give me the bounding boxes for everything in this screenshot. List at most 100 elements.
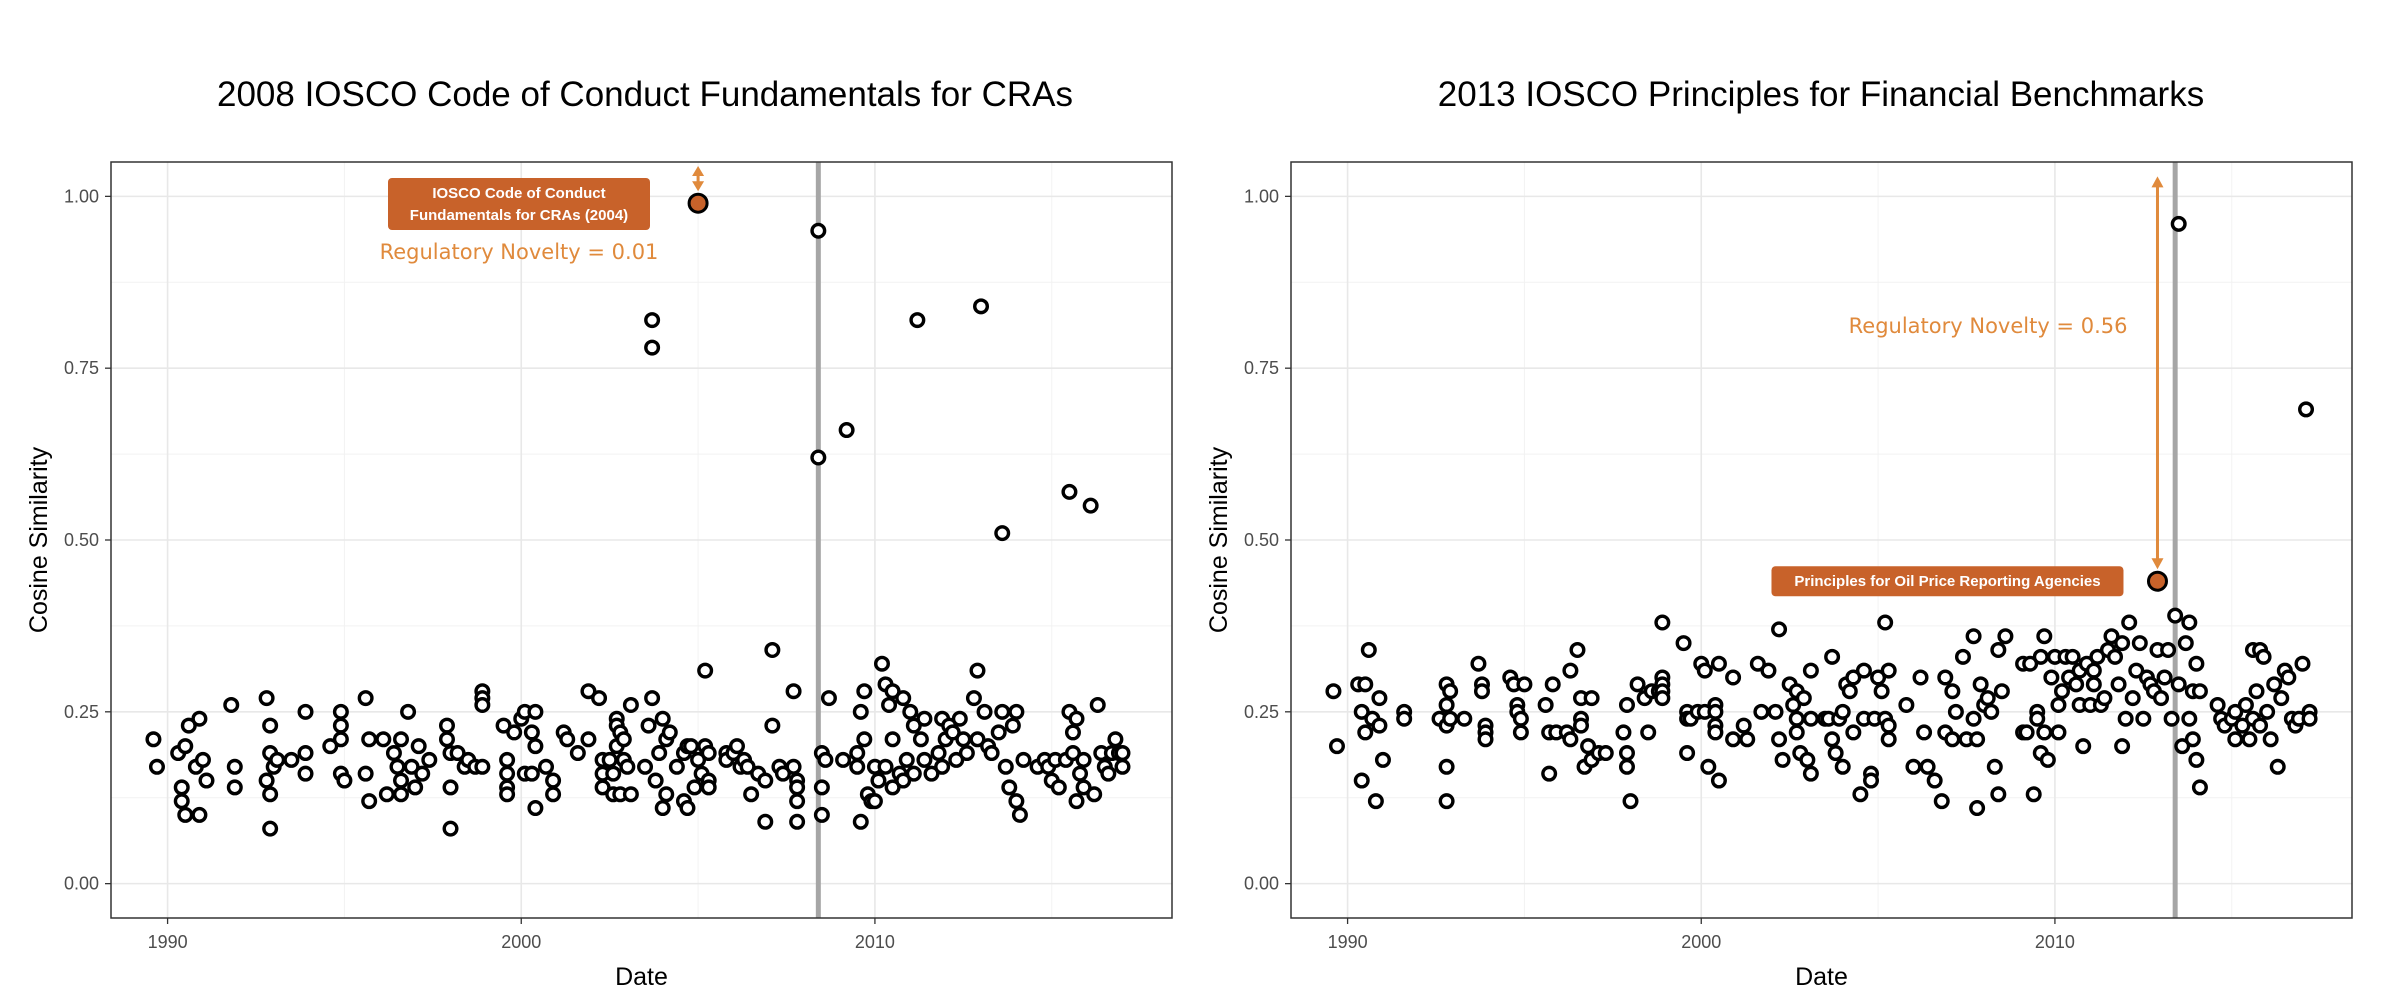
data-point (1749, 655, 1766, 672)
data-point (884, 683, 901, 700)
y-tick-label: 0.25 (1244, 702, 1279, 722)
data-point (393, 786, 410, 803)
data-point (902, 703, 919, 720)
data-point (2181, 614, 2198, 631)
data-point (223, 696, 240, 713)
data-point (647, 772, 664, 789)
data-point (1827, 745, 1844, 762)
data-point (2032, 648, 2049, 665)
data-point (654, 710, 671, 727)
data-point (2174, 738, 2191, 755)
data-point (2252, 717, 2269, 734)
data-point (1516, 676, 1533, 693)
data-point (1360, 641, 1377, 658)
data-point (849, 745, 866, 762)
data-point (884, 779, 901, 796)
data-point (810, 222, 827, 239)
data-point (1328, 738, 1345, 755)
x-axis-label: Date (1795, 963, 1848, 991)
data-point (297, 765, 314, 782)
data-point (789, 779, 806, 796)
data-point (1880, 731, 1897, 748)
data-point (1442, 710, 1459, 727)
data-point (622, 696, 639, 713)
data-point (870, 772, 887, 789)
data-point (2241, 731, 2258, 748)
data-point (1082, 497, 1099, 514)
data-point (969, 662, 986, 679)
data-point (1774, 751, 1791, 768)
data-point (1640, 724, 1657, 741)
data-point (442, 779, 459, 796)
data-point (1898, 696, 1915, 713)
y-tick-label: 0.50 (64, 530, 99, 550)
data-point (2103, 628, 2120, 645)
data-point (2053, 683, 2070, 700)
data-point (1937, 669, 1954, 686)
data-point (442, 820, 459, 837)
data-point (1725, 669, 1742, 686)
data-point (180, 717, 197, 734)
data-point (909, 312, 926, 329)
data-point (1075, 779, 1092, 796)
data-point (1979, 690, 1996, 707)
data-point (322, 738, 339, 755)
data-point (1477, 731, 1494, 748)
data-point (527, 738, 544, 755)
data-point (269, 751, 286, 768)
x-tick-label: 1990 (148, 932, 188, 952)
data-point (820, 690, 837, 707)
data-point (1001, 779, 1018, 796)
data-point (2163, 710, 2180, 727)
data-point (895, 690, 912, 707)
data-point (410, 738, 427, 755)
data-point (559, 731, 576, 748)
data-point (923, 765, 940, 782)
data-point (1947, 703, 1964, 720)
data-point (357, 690, 374, 707)
data-point (1965, 710, 1982, 727)
data-point (849, 758, 866, 775)
data-point (2075, 738, 2092, 755)
data-point (757, 813, 774, 830)
highlight-label-box (388, 178, 650, 230)
data-point (1916, 724, 1933, 741)
data-point (785, 683, 802, 700)
data-point (393, 731, 410, 748)
data-point (1753, 703, 1770, 720)
data-point (258, 772, 275, 789)
y-tick-label: 1.00 (64, 186, 99, 206)
novelty-text: Regulatory Novelty = 0.01 (380, 240, 659, 264)
data-point (2121, 614, 2138, 631)
data-point (668, 758, 685, 775)
data-point (601, 751, 618, 768)
data-point (1618, 745, 1635, 762)
data-point (297, 703, 314, 720)
data-point (916, 751, 933, 768)
data-point (1696, 662, 1713, 679)
data-point (1396, 710, 1413, 727)
data-point (499, 786, 516, 803)
y-tick-label: 0.50 (1244, 530, 1279, 550)
data-point (1367, 793, 1384, 810)
data-point (2181, 710, 2198, 727)
data-point (948, 751, 965, 768)
data-point (895, 772, 912, 789)
data-point (332, 731, 349, 748)
data-point (1569, 641, 1586, 658)
data-point (2191, 683, 2208, 700)
data-point (1834, 703, 1851, 720)
data-point (449, 745, 466, 762)
data-point (951, 710, 968, 727)
data-point (258, 690, 275, 707)
data-point (357, 765, 374, 782)
data-point (1470, 655, 1487, 672)
chart-title: 2008 IOSCO Code of Conduct Fundamentals … (217, 75, 1073, 114)
data-point (605, 765, 622, 782)
data-point (955, 731, 972, 748)
data-point (2170, 676, 2187, 693)
data-point (1011, 806, 1028, 823)
data-point (1926, 772, 1943, 789)
data-point (297, 745, 314, 762)
data-point (2110, 676, 2127, 693)
